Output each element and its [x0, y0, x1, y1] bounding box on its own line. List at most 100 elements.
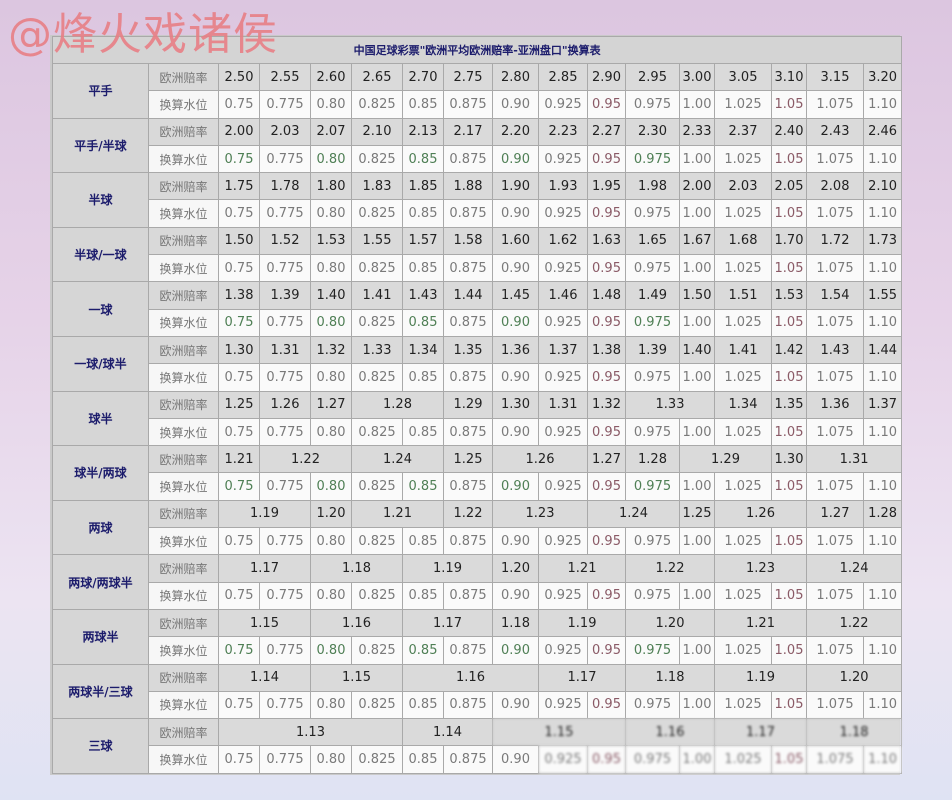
odds-row: 两球/两球半 欧洲赔率 1.17 1.18 1.19 1.20 1.21 1.22 1.23 1.…: [52, 554, 903, 610]
odds-cell: 1.39: [625, 335, 680, 365]
odds-row-label: 欧洲赔率: [148, 390, 219, 419]
water-cell: 0.80: [310, 472, 352, 501]
water-row: 换算水位 0.75 0.775 0.80 0.825 0.85 0.875 0.90 0.925…: [53, 745, 903, 774]
odds-row-label: 欧洲赔率: [148, 663, 219, 692]
odds-cell: 1.19: [218, 499, 311, 529]
water-cell: 0.825: [351, 199, 403, 228]
odds-row: 两球 欧洲赔率 1.19 1.20 1.21 1.22 1.23 1.24 1.25 1.26 1.…: [52, 499, 903, 556]
water-cell: 1.05: [771, 472, 807, 501]
water-cell: 1.10: [862, 199, 903, 228]
water-cell: 0.875: [443, 527, 493, 556]
water-cell: 1.05: [771, 363, 807, 392]
water-cell: 0.925: [538, 254, 588, 283]
odds-cell: 1.68: [714, 226, 772, 256]
odds-cell: 1.33: [625, 390, 715, 419]
odds-cell: 1.17: [538, 663, 626, 692]
odds-cell: 1.50: [218, 226, 260, 256]
odds-cell: 1.44: [862, 335, 903, 365]
water-cell: 0.775: [259, 199, 311, 228]
water-cell: 1.025: [714, 581, 772, 610]
water-cell: 0.75: [218, 90, 260, 119]
water-cell: 0.85: [402, 90, 444, 119]
odds-cell: 1.20: [492, 554, 539, 583]
odds-cell: 1.22: [443, 499, 493, 529]
odds-cell: 1.52: [259, 226, 311, 256]
water-cell: 0.925: [538, 690, 588, 720]
odds-cell: 1.93: [538, 172, 588, 201]
water-cell: 0.875: [443, 745, 493, 774]
odds-cell: 1.42: [771, 335, 807, 365]
odds-cell: 1.17: [714, 718, 807, 747]
odds-cell: 1.19: [714, 663, 807, 692]
water-row: 换算水位 0.75 0.775 0.80 0.825 0.85 0.875 0.90 0.925…: [53, 636, 903, 665]
water-cell: 1.00: [679, 472, 715, 501]
odds-cell: 1.45: [492, 281, 539, 310]
water-cell: 0.85: [402, 363, 444, 392]
odds-cell: 1.63: [587, 226, 626, 256]
water-cell: 1.05: [771, 90, 807, 119]
odds-cell: 3.10: [771, 62, 807, 92]
water-cell: 0.825: [351, 690, 403, 720]
water-cell: 0.775: [259, 308, 311, 337]
odds-cell: 1.27: [310, 390, 352, 419]
water-row-label: 换算水位: [148, 472, 219, 501]
handicap-label: 两球/两球半: [52, 554, 149, 610]
odds-row-label: 欧洲赔率: [148, 62, 219, 92]
odds-cell: 1.31: [259, 335, 311, 365]
water-cell: 0.90: [492, 472, 539, 501]
odds-cell: 1.43: [402, 281, 444, 310]
odds-row-label: 欧洲赔率: [148, 172, 219, 201]
odds-cell: 1.85: [402, 172, 444, 201]
odds-cell: 1.20: [310, 499, 352, 529]
odds-cell: 1.30: [771, 445, 807, 474]
water-cell: 1.075: [806, 581, 864, 610]
water-cell: 0.90: [492, 527, 539, 556]
odds-cell: 1.36: [806, 390, 864, 419]
water-cell: 0.975: [625, 690, 680, 720]
odds-cell: 1.29: [443, 390, 493, 419]
odds-cell: 2.75: [443, 62, 493, 92]
odds-cell: 1.18: [625, 663, 715, 692]
water-row: 换算水位 0.75 0.775 0.80 0.825 0.85 0.875 0.90 0.925…: [53, 308, 903, 337]
water-cell: 1.00: [679, 144, 715, 174]
odds-cell: 1.46: [538, 281, 588, 310]
water-cell: 0.925: [538, 581, 588, 610]
water-cell: 1.00: [679, 745, 715, 774]
conversion-table: 中国足球彩票"欧洲平均欧洲赔率-亚洲盘口"换算表 平手 欧洲赔率 2.50 2.55 2…: [51, 36, 903, 774]
water-cell: 0.975: [625, 636, 680, 665]
water-cell: 1.05: [771, 690, 807, 720]
odds-row: 一球 欧洲赔率 1.38 1.39 1.40 1.41 1.43 1.44 1.45 1.46 1.…: [52, 281, 903, 337]
water-cell: 1.00: [679, 527, 715, 556]
water-cell: 1.05: [771, 745, 807, 774]
odds-cell: 1.39: [259, 281, 311, 310]
odds-cell: 2.33: [679, 117, 715, 146]
odds-row-label: 欧洲赔率: [148, 226, 219, 256]
water-cell: 1.10: [862, 144, 903, 174]
water-row: 换算水位 0.75 0.775 0.80 0.825 0.85 0.875 0.90 0.925…: [53, 417, 903, 447]
water-cell: 0.95: [587, 527, 626, 556]
water-cell: 0.85: [402, 472, 444, 501]
odds-row: 两球半 欧洲赔率 1.15 1.16 1.17 1.18 1.19 1.20 1.21 1.22: [52, 608, 903, 665]
odds-cell: 1.26: [714, 499, 807, 529]
water-cell: 0.975: [625, 417, 680, 447]
water-cell: 1.075: [806, 636, 864, 665]
water-cell: 0.95: [587, 417, 626, 447]
water-cell: 0.95: [587, 745, 626, 774]
odds-cell: 1.38: [218, 281, 260, 310]
water-cell: 0.80: [310, 636, 352, 665]
water-cell: 1.10: [862, 254, 903, 283]
water-cell: 0.825: [351, 472, 403, 501]
water-cell: 0.80: [310, 199, 352, 228]
water-row-label: 换算水位: [148, 636, 219, 665]
odds-cell: 1.18: [805, 718, 903, 747]
odds-cell: 1.24: [351, 445, 444, 474]
water-cell: 0.80: [310, 527, 352, 556]
odds-cell: 1.65: [625, 226, 680, 256]
water-cell: 0.95: [587, 472, 626, 501]
water-cell: 0.90: [492, 745, 539, 774]
water-cell: 0.85: [402, 417, 444, 447]
handicap-label: 平手/半球: [52, 117, 149, 174]
water-cell: 1.025: [714, 527, 772, 556]
odds-cell: 1.21: [351, 499, 444, 529]
odds-cell: 1.15: [218, 608, 311, 638]
